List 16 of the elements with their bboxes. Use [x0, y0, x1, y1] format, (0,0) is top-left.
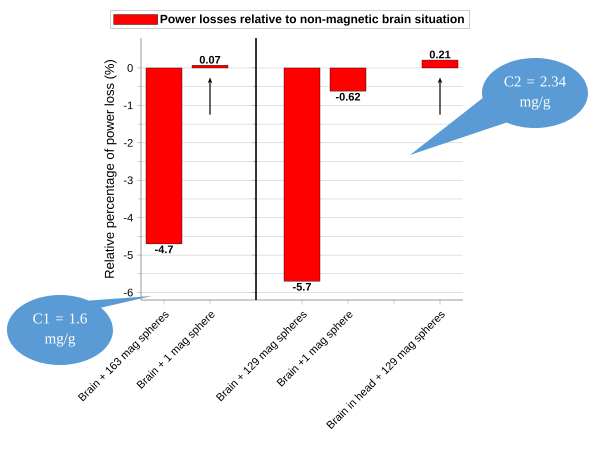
data-label: -5.7	[292, 283, 311, 291]
legend-label: Power losses relative to non-magnetic brain situation	[160, 14, 464, 26]
text: C2 = 2.34 mg/g	[504, 76, 566, 110]
data-label: 0.21	[430, 50, 450, 58]
y-tick-label: -3	[124, 176, 133, 184]
y-tick-label: -4	[124, 214, 133, 222]
y-tick-label: -6	[124, 288, 133, 296]
text: C1 = 1.6 mg/g	[33, 313, 87, 347]
y-tick-label: 0	[128, 64, 133, 72]
y-tick-label: -5	[124, 251, 133, 259]
data-label: -0.62	[336, 92, 360, 101]
data-label: 0.07	[200, 56, 220, 64]
y-axis-title: Relative percentage of power loss (%)	[104, 60, 117, 278]
data-label: -4.7	[154, 246, 173, 254]
y-tick-label: -2	[124, 138, 133, 147]
y-tick-label: -1	[124, 102, 133, 110]
